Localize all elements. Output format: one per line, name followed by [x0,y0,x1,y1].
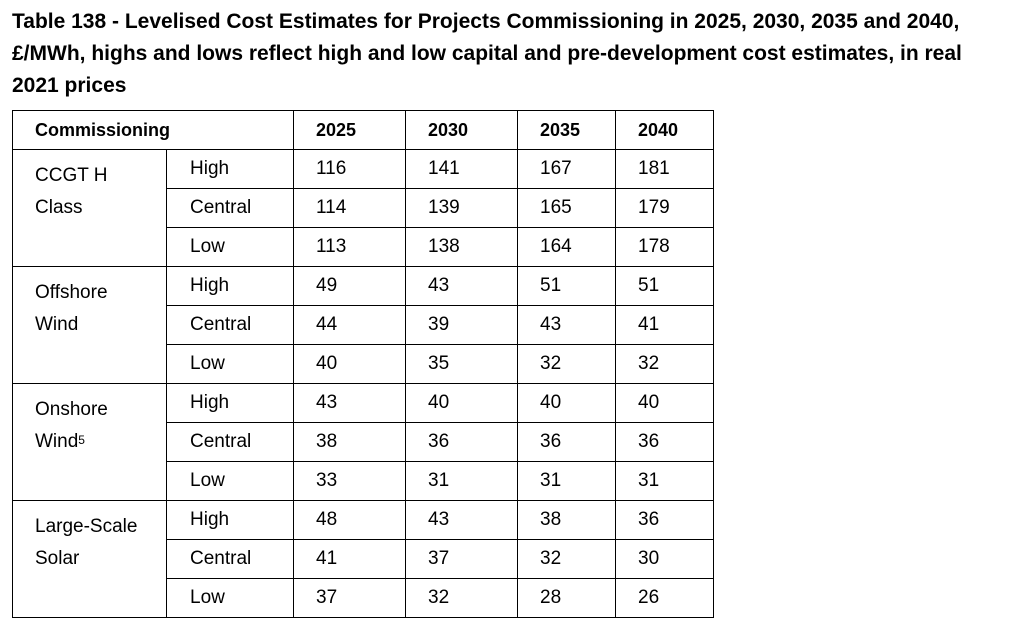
value-cell: 43 [517,305,616,345]
value-cell: 32 [517,539,616,579]
value-cell: 31 [405,461,518,501]
case-cell: Central [166,305,294,345]
case-cell: High [166,149,294,189]
value-cell: 36 [615,500,714,540]
value-cell: 167 [517,149,616,189]
value-cell: 138 [405,227,518,267]
technology-cell: CCGT H Class [12,149,167,267]
value-cell: 51 [615,266,714,306]
value-cell: 43 [405,266,518,306]
technology-cell: Large-Scale Solar [12,500,167,618]
value-cell: 40 [517,383,616,423]
value-cell: 32 [615,344,714,384]
value-cell: 41 [293,539,406,579]
header-commissioning: Commissioning [12,110,294,150]
header-year-2040: 2040 [615,110,714,150]
table-row: Low 33 31 31 31 [13,461,714,501]
table-row: Offshore Wind High 49 43 51 51 [12,266,714,384]
table-row: CCGT H Class High 116 141 167 181 [12,149,714,267]
footnote-marker: 5 [78,433,85,447]
case-cell: High [166,500,294,540]
value-cell: 179 [615,188,714,228]
technology-cell: Onshore Wind5 [12,383,167,501]
value-cell: 33 [293,461,406,501]
table-row: Central 114 139 165 179 [13,188,714,228]
header-year-2035: 2035 [517,110,616,150]
technology-name-line1: CCGT H [35,165,108,186]
value-cell: 164 [517,227,616,267]
table-caption: Table 138 - Levelised Cost Estimates for… [12,10,962,97]
case-cell: Central [166,188,294,228]
technology-cell: Offshore Wind [12,266,167,384]
table-row: Low 40 35 32 32 [13,344,714,384]
case-cell: Central [166,539,294,579]
case-cell: Low [166,227,294,267]
header-year-2030: 2030 [405,110,518,150]
value-cell: 43 [293,383,406,423]
value-cell: 32 [517,344,616,384]
value-cell: 114 [293,188,406,228]
levelised-cost-table: Commissioning 2025 2030 2035 2040 CCGT H… [12,110,714,618]
value-cell: 116 [293,149,406,189]
value-cell: 141 [405,149,518,189]
value-cell: 36 [405,422,518,462]
value-cell: 26 [615,578,714,618]
table-row: Large-Scale Solar High 48 43 38 36 [12,500,714,618]
value-cell: 37 [293,578,406,618]
value-cell: 32 [405,578,518,618]
table-header-row: Commissioning 2025 2030 2035 2040 [12,110,714,150]
value-cell: 43 [405,500,518,540]
value-cell: 38 [293,422,406,462]
technology-name-line2: Solar [35,548,80,569]
table-row: Low 37 32 28 26 [13,578,714,618]
value-cell: 31 [517,461,616,501]
case-cell: High [166,383,294,423]
value-cell: 38 [517,500,616,540]
technology-name-line1: Offshore [35,282,108,303]
value-cell: 51 [517,266,616,306]
case-cell: High [166,266,294,306]
technology-name-line2: Class [35,197,83,218]
technology-name-line1: Onshore [35,399,108,420]
header-year-2025: 2025 [293,110,406,150]
table-body: CCGT H Class High 116 141 167 181 Central 114 139… [12,149,714,618]
value-cell: 35 [405,344,518,384]
value-cell: 37 [405,539,518,579]
value-cell: 178 [615,227,714,267]
table-row: Low 113 138 164 178 [13,227,714,267]
case-cell: Low [166,578,294,618]
technology-name-line2: Wind [35,314,79,335]
value-cell: 139 [405,188,518,228]
value-cell: 40 [293,344,406,384]
value-cell: 30 [615,539,714,579]
value-cell: 36 [615,422,714,462]
value-cell: 113 [293,227,406,267]
value-cell: 48 [293,500,406,540]
table-row: Onshore Wind5 High 43 40 40 40 [12,383,714,501]
value-cell: 181 [615,149,714,189]
value-cell: 36 [517,422,616,462]
table-row: Central 38 36 36 36 [13,422,714,462]
value-cell: 49 [293,266,406,306]
table-row: Central 44 39 43 41 [13,305,714,345]
case-cell: Central [166,422,294,462]
value-cell: 31 [615,461,714,501]
value-cell: 40 [405,383,518,423]
value-cell: 165 [517,188,616,228]
case-cell: Low [166,461,294,501]
value-cell: 41 [615,305,714,345]
value-cell: 40 [615,383,714,423]
technology-name-line1: Large-Scale [35,516,138,537]
case-cell: Low [166,344,294,384]
value-cell: 28 [517,578,616,618]
value-cell: 39 [405,305,518,345]
value-cell: 44 [293,305,406,345]
technology-name-line2: Wind [35,431,79,452]
